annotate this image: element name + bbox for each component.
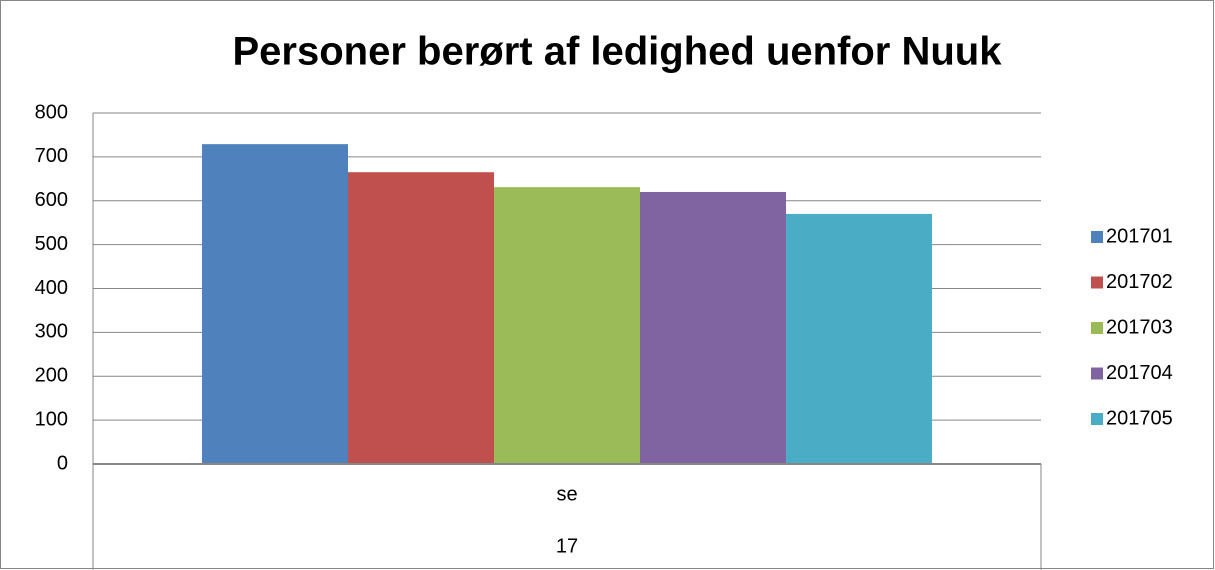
- legend-swatch: [1091, 413, 1103, 425]
- y-tick-label: 300: [35, 321, 68, 343]
- legend-swatch: [1091, 276, 1103, 289]
- y-tick-label: 600: [35, 189, 68, 211]
- y-tick-label: 400: [35, 277, 68, 299]
- bar: [639, 191, 786, 464]
- legend-label: 201703: [1106, 316, 1173, 338]
- y-tick-label: 100: [35, 408, 68, 430]
- bar: [785, 213, 932, 464]
- y-tick-label: 200: [35, 365, 68, 387]
- y-tick-label: 700: [35, 145, 68, 167]
- legend-label: 201704: [1106, 362, 1173, 384]
- bar: [348, 172, 495, 464]
- legend-swatch: [1091, 322, 1103, 334]
- bar: [494, 187, 640, 464]
- legend-swatch: [1091, 367, 1103, 380]
- y-tick-label: 500: [35, 233, 68, 255]
- y-tick-label: 800: [35, 101, 68, 123]
- category-group-label: 17: [556, 535, 578, 557]
- bar: [202, 144, 349, 464]
- x-tick-label: se: [556, 483, 577, 505]
- chart-title: Personer berørt af ledighed uenfor Nuuk: [232, 30, 1002, 74]
- legend-label: 201705: [1106, 407, 1173, 429]
- legend-label: 201702: [1106, 271, 1173, 293]
- legend-swatch: [1091, 231, 1103, 243]
- y-tick-label: 0: [57, 452, 68, 474]
- legend-label: 201701: [1106, 225, 1173, 247]
